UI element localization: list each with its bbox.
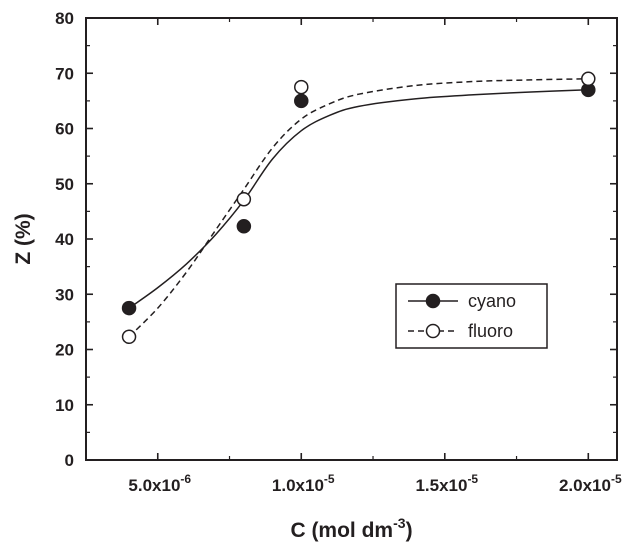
data-points bbox=[121, 71, 596, 345]
legend-label-fluoro: fluoro bbox=[468, 321, 513, 341]
data-point-cyano bbox=[294, 93, 309, 109]
plot-frame bbox=[85, 17, 618, 461]
data-point-fluoro bbox=[121, 329, 137, 345]
data-point-cyano bbox=[121, 300, 137, 316]
y-tick-label: 30 bbox=[55, 285, 74, 304]
data-point-fluoro bbox=[236, 191, 252, 207]
x-tick-label: 1.5x10-5 bbox=[415, 472, 478, 495]
y-tick-label: 70 bbox=[55, 64, 74, 83]
data-point-fluoro bbox=[581, 71, 596, 87]
x-tick-label: 5.0x10-6 bbox=[128, 472, 191, 495]
y-tick-label: 60 bbox=[55, 120, 74, 139]
y-tick-label: 80 bbox=[55, 9, 74, 28]
y-tick-label: 10 bbox=[55, 396, 74, 415]
x-tick-label: 1.0x10-5 bbox=[272, 472, 335, 495]
fit-curves bbox=[128, 78, 589, 338]
y-tick-label: 20 bbox=[55, 341, 74, 360]
data-point-fluoro bbox=[294, 79, 309, 95]
x-axis-title: C (mol dm-3) bbox=[290, 515, 412, 542]
axes: 0 10 20 30 40 50 60 70 80 5.0x10-6 1.0x10-5 1.5x10-… bbox=[12, 9, 622, 542]
y-tick-label: 0 bbox=[65, 451, 74, 470]
legend-marker-cyano bbox=[425, 293, 441, 309]
data-point-cyano bbox=[236, 219, 252, 234]
legend: cyano fluoro bbox=[395, 283, 548, 349]
series-line-cyano bbox=[128, 89, 589, 309]
legend-marker-fluoro bbox=[425, 323, 441, 339]
legend-label-cyano: cyano bbox=[468, 291, 516, 311]
y-axis-title: Z (%) bbox=[12, 213, 35, 264]
y-tick-label: 40 bbox=[55, 230, 74, 249]
legend-box bbox=[395, 283, 548, 349]
y-tick-label: 50 bbox=[55, 175, 74, 194]
x-tick-label: 2.0x10-5 bbox=[559, 472, 622, 495]
